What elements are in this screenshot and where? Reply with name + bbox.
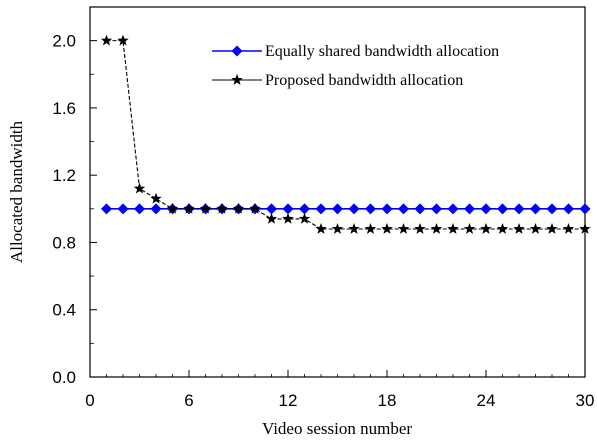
data-point bbox=[480, 223, 492, 234]
x-axis-label: Video session number bbox=[262, 419, 412, 438]
data-point bbox=[150, 192, 162, 204]
x-tick-label: 24 bbox=[477, 391, 496, 410]
data-point bbox=[134, 203, 145, 215]
data-point bbox=[364, 223, 377, 234]
data-point bbox=[447, 203, 459, 215]
y-tick-label: 2.0 bbox=[52, 32, 76, 51]
y-tick-label: 1.2 bbox=[52, 166, 76, 185]
legend-marker bbox=[231, 45, 243, 57]
legend-marker bbox=[231, 74, 243, 85]
data-point bbox=[496, 223, 509, 234]
data-point bbox=[266, 203, 277, 215]
data-point bbox=[332, 203, 343, 215]
data-point bbox=[480, 203, 492, 215]
data-point bbox=[298, 212, 311, 224]
legend: Equally shared bandwidth allocation Propo… bbox=[212, 43, 499, 89]
data-point bbox=[546, 203, 558, 215]
data-point bbox=[232, 202, 245, 214]
series-layer bbox=[100, 34, 591, 234]
data-point bbox=[414, 223, 426, 234]
data-point bbox=[463, 223, 476, 234]
data-point bbox=[216, 202, 228, 214]
data-point bbox=[464, 203, 475, 215]
data-point bbox=[348, 203, 360, 215]
data-point bbox=[150, 203, 162, 215]
data-point bbox=[331, 223, 344, 234]
y-tick-label: 0.0 bbox=[52, 368, 76, 387]
data-point bbox=[315, 203, 327, 215]
data-point bbox=[497, 203, 508, 215]
x-tick-label: 0 bbox=[85, 391, 94, 410]
data-point bbox=[183, 202, 195, 214]
data-point bbox=[397, 223, 410, 234]
data-point bbox=[431, 203, 442, 215]
data-point bbox=[117, 203, 129, 215]
data-point bbox=[381, 223, 393, 234]
data-point bbox=[101, 203, 112, 215]
x-tick-label: 18 bbox=[378, 391, 397, 410]
data-point bbox=[529, 223, 542, 234]
legend-item: Proposed bandwidth allocation bbox=[212, 72, 463, 89]
y-tick-label: 0.8 bbox=[52, 233, 76, 252]
legend-item: Equally shared bandwidth allocation bbox=[212, 43, 499, 60]
data-point bbox=[579, 223, 591, 234]
data-point bbox=[546, 223, 558, 234]
data-point bbox=[282, 203, 294, 215]
data-point bbox=[315, 223, 327, 234]
data-point bbox=[430, 223, 443, 234]
data-point bbox=[513, 223, 525, 234]
data-point bbox=[513, 203, 525, 215]
x-tick-label: 6 bbox=[184, 391, 193, 410]
data-point bbox=[414, 203, 426, 215]
legend-label: Proposed bandwidth allocation bbox=[265, 72, 463, 89]
data-point bbox=[265, 212, 278, 224]
x-tick-label: 30 bbox=[576, 391, 595, 410]
data-point bbox=[530, 203, 541, 215]
data-point bbox=[563, 203, 574, 215]
x-axis: 0 6 12 18 24 30 bbox=[85, 370, 594, 410]
data-point bbox=[100, 34, 113, 46]
data-point bbox=[579, 203, 591, 215]
x-tick-label: 12 bbox=[279, 391, 298, 410]
data-point bbox=[398, 203, 409, 215]
y-axis-label: Allocated bandwidth bbox=[7, 120, 26, 263]
data-point bbox=[381, 203, 393, 215]
y-tick-label: 0.4 bbox=[52, 301, 76, 320]
data-point bbox=[166, 202, 179, 214]
data-point bbox=[133, 182, 146, 194]
data-point bbox=[447, 223, 459, 234]
data-point bbox=[348, 223, 360, 234]
data-point bbox=[249, 202, 261, 214]
legend-label: Equally shared bandwidth allocation bbox=[265, 43, 499, 60]
plot-area bbox=[89, 6, 586, 378]
y-tick-label: 1.6 bbox=[52, 99, 76, 118]
data-point bbox=[562, 223, 575, 234]
data-point bbox=[299, 203, 310, 215]
data-point bbox=[199, 202, 212, 214]
data-point bbox=[282, 212, 294, 224]
series-proposed bbox=[100, 34, 591, 234]
y-axis: 0.0 0.4 0.8 1.2 1.6 2.0 bbox=[52, 6, 97, 387]
data-point bbox=[365, 203, 376, 215]
data-point bbox=[117, 34, 129, 46]
